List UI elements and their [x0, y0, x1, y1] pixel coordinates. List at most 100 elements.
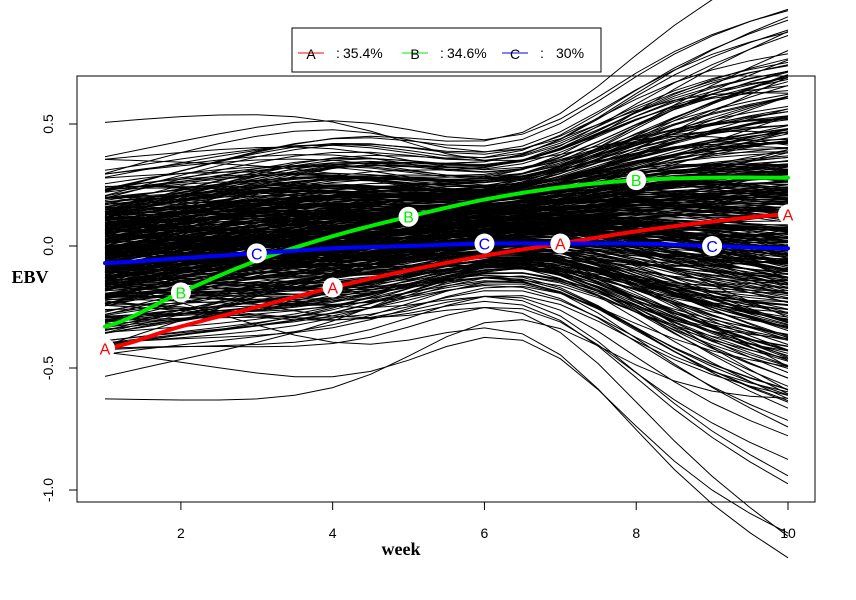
individual-curve	[104, 140, 789, 203]
y-tick-label: -0.5	[40, 356, 56, 380]
x-tick-label: 8	[632, 525, 640, 541]
marker-b-circle	[398, 206, 419, 227]
legend-separator: :	[440, 45, 444, 61]
individual-curve	[104, 190, 789, 240]
individual-curve	[104, 208, 789, 269]
individual-curve	[104, 281, 789, 559]
individual-curve	[104, 114, 789, 161]
individual-curve	[104, 188, 789, 329]
y-axis: 0.5 0.0 -0.5 -1.0	[40, 114, 78, 502]
legend-letter-a: A	[306, 46, 316, 62]
individual-curve	[104, 181, 789, 255]
series-line-c	[103, 241, 790, 266]
individual-curve	[104, 111, 789, 191]
individual-curve	[104, 222, 789, 278]
y-tick-label: -1.0	[40, 478, 56, 502]
individual-curve	[104, 284, 789, 421]
x-tick-label: 4	[329, 525, 337, 541]
individual-curve	[104, 225, 789, 252]
individual-curve	[104, 224, 789, 250]
individual-curve	[104, 257, 789, 299]
individual-curve	[104, 164, 789, 274]
individual-curve	[104, 283, 789, 537]
marker-c-label: C	[479, 237, 491, 254]
marker-c-circle	[246, 243, 267, 264]
marker-a-label: A	[327, 280, 338, 297]
x-tick-label: 2	[177, 525, 185, 541]
marker-c-label: C	[251, 246, 263, 263]
individual-curve	[104, 229, 789, 279]
individual-curve	[104, 96, 789, 204]
marker-a-label: A	[555, 237, 566, 254]
marker-b-circle	[626, 170, 647, 191]
individual-curve	[104, 295, 789, 396]
individual-curve	[104, 196, 789, 270]
individual-curve	[104, 319, 789, 401]
legend-letter-c: C	[510, 46, 520, 62]
individual-curve	[104, 249, 789, 328]
legend-box	[291, 27, 602, 73]
individual-curve	[104, 336, 789, 534]
marker-a-circle	[322, 277, 343, 298]
individual-curve	[104, 267, 789, 344]
legend: A:35.4% B:34.6% C:30%	[291, 27, 602, 73]
background-curves	[104, 0, 789, 559]
individual-curve	[104, 105, 789, 233]
individual-curve	[104, 130, 789, 213]
marker-a-circle	[778, 204, 798, 225]
individual-curve	[104, 195, 789, 254]
series-markers: A A A A B B B C C C	[95, 170, 798, 359]
x-tick-label: 6	[481, 525, 489, 541]
individual-curve	[104, 92, 789, 174]
marker-c-circle	[702, 236, 723, 256]
individual-curve	[104, 182, 789, 222]
series-line-a	[103, 212, 790, 351]
individual-curve	[104, 267, 789, 354]
individual-curve	[104, 274, 789, 409]
legend-value-a: 35.4%	[343, 45, 383, 61]
individual-curve	[104, 8, 789, 193]
individual-curve	[104, 97, 789, 242]
individual-curve	[104, 65, 789, 199]
individual-curve	[104, 279, 789, 355]
individual-curve	[104, 74, 789, 254]
marker-b-label: B	[176, 285, 187, 302]
x-tick-label: 10	[780, 525, 796, 541]
individual-curve	[104, 115, 789, 231]
series-lines	[103, 175, 790, 351]
series-line-b	[103, 175, 790, 329]
marker-a-label: A	[100, 341, 111, 358]
individual-curve	[104, 183, 789, 253]
individual-curve	[104, 190, 789, 324]
individual-curve	[104, 165, 789, 203]
individual-curve	[104, 272, 789, 369]
x-axis: 2 4 6 8 10	[105, 501, 796, 541]
individual-curve	[104, 300, 789, 485]
x-axis-title: week	[382, 539, 421, 559]
individual-curve	[104, 176, 789, 300]
individual-curve	[104, 206, 789, 305]
y-tick-label: 0.0	[40, 236, 56, 256]
y-axis-title: EBV	[11, 267, 48, 287]
individual-curve	[104, 53, 789, 192]
individual-curve	[104, 61, 789, 178]
individual-curve	[104, 10, 789, 158]
y-tick-label: 0.5	[40, 114, 56, 134]
individual-curve	[104, 267, 789, 346]
individual-curve	[104, 268, 789, 341]
legend-separator: :	[336, 45, 340, 61]
marker-b-label: B	[631, 173, 642, 190]
marker-c-label: C	[706, 239, 718, 256]
individual-curve	[104, 285, 789, 368]
individual-curve	[104, 77, 789, 215]
marker-a-circle	[95, 338, 115, 359]
marker-b-circle	[170, 282, 191, 303]
legend-letter-b: B	[410, 46, 419, 62]
marker-c-circle	[474, 233, 495, 254]
individual-curve	[104, 71, 789, 171]
legend-value-b: 34.6%	[447, 45, 487, 61]
individual-curve	[104, 306, 789, 460]
marker-a-label: A	[783, 207, 794, 224]
marker-b-label: B	[403, 210, 414, 227]
